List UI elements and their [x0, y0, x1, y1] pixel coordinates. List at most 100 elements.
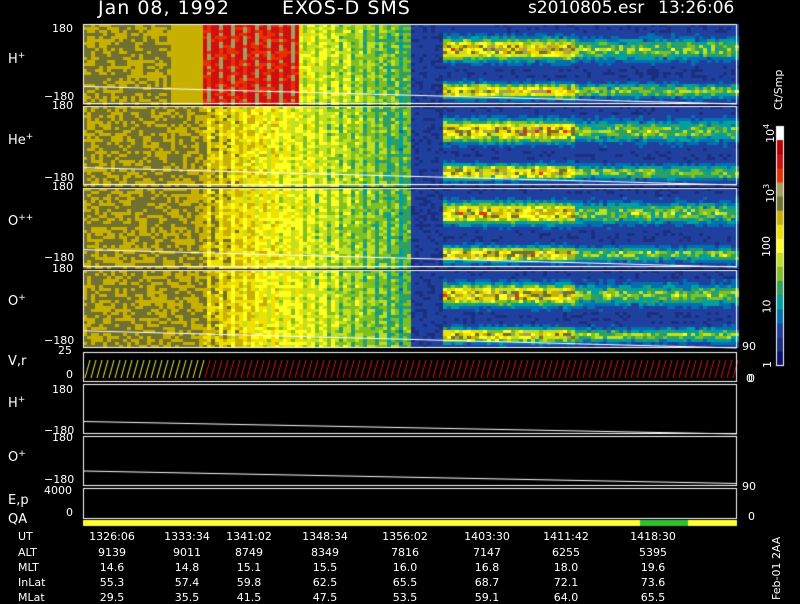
orbit-cell: 1341:02 [226, 530, 272, 543]
orbit-cell: 8749 [235, 546, 263, 559]
panel1-ymin: −180 [44, 90, 75, 103]
lower-o-plus-label: O+ [8, 449, 26, 465]
panel4-ymax: 180 [52, 262, 73, 275]
vr-label: V,r [8, 354, 27, 369]
header-date: Jan 08, 1992 [98, 0, 230, 19]
orbit-cell: 16.8 [474, 561, 500, 574]
orbit-cell: 15.1 [236, 561, 262, 574]
panel-label-main: H [8, 52, 18, 67]
lower-o-ymin: −180 [44, 473, 75, 486]
panel-label-main: O [8, 450, 19, 465]
side-note: Feb-01 2AA [770, 536, 783, 600]
panel3-ymin: −180 [44, 251, 75, 264]
orbit-cell: 18.0 [553, 561, 579, 574]
colorbar-tick-1: 1 [761, 361, 774, 368]
panel-label-sup: + [17, 395, 26, 405]
orbit-cell: 15.5 [312, 561, 338, 574]
orbit-cell: 14.8 [174, 561, 200, 574]
orbit-cell: 35.5 [174, 591, 200, 604]
orbit-cell: 57.4 [174, 576, 200, 589]
header-time: 13:26:06 [658, 0, 735, 18]
orbit-cell: 29.5 [99, 591, 125, 604]
panel-label-h-plus: H+ [8, 51, 26, 67]
orbit-cell: 65.5 [392, 576, 418, 589]
colorbar-tick-100: 100 [760, 236, 773, 257]
colorbar-tick-base: 10 [763, 128, 777, 143]
orbit-cell: 1418:30 [630, 530, 676, 543]
orbit-row-label: ALT [18, 546, 37, 559]
orbit-cell: 7147 [473, 546, 501, 559]
colorbar-tick-10-4: 104 [762, 124, 777, 143]
orbit-cell: 16.0 [392, 561, 418, 574]
orbit-cell: 14.6 [99, 561, 125, 574]
orbit-row-label: InLat [18, 576, 46, 589]
colorbar-tick-10: 10 [760, 299, 774, 314]
orbit-cell: 9011 [173, 546, 201, 559]
panel-label-sup: ++ [18, 213, 34, 223]
qa-right: 0 [748, 510, 755, 523]
panel-label-sup: + [18, 449, 26, 459]
panel-label-sup: + [18, 293, 26, 303]
header-instrument: EXOS-D SMS [282, 0, 411, 19]
colorbar-tick-exp: 4 [762, 123, 772, 129]
orbit-cell: 41.5 [236, 591, 262, 604]
orbit-cell: 1333:34 [164, 530, 210, 543]
ep-ymax: 4000 [44, 484, 72, 497]
orbit-cell: 62.5 [312, 576, 338, 589]
vr-right-top: 90 [742, 340, 756, 353]
orbit-cell: 72.1 [553, 576, 579, 589]
panel-label-main: O [8, 214, 19, 229]
orbit-cell: 1356:02 [382, 530, 428, 543]
orbit-cell: 47.5 [312, 591, 338, 604]
ep-right-top: 90 [742, 480, 756, 493]
panel-label-he-plus: He+ [8, 132, 34, 148]
orbit-cell: 6255 [552, 546, 580, 559]
panel-label-sup: + [17, 51, 26, 61]
colorbar-tick-exp: 3 [762, 183, 772, 189]
colorbar-tick-base: 10 [763, 188, 777, 203]
lower-h-ymax: 180 [52, 383, 73, 396]
orbit-row-label: MLat [18, 591, 45, 604]
panel2-ymin: −180 [44, 171, 75, 184]
lower-h-ymin: −180 [44, 424, 75, 437]
vr-ymin: 0 [66, 368, 73, 381]
orbit-cell: 7816 [391, 546, 419, 559]
qa-label: QA [8, 512, 28, 527]
lower-h-plus-label: H+ [8, 395, 26, 411]
colorbar-unit: Ct/Smp [772, 69, 785, 110]
vr-ymax: 25 [58, 344, 72, 357]
panel-label-sup: + [25, 132, 34, 142]
panel-label-o-plus: O+ [8, 293, 26, 309]
orbit-cell: 1403:30 [464, 530, 510, 543]
panel-label-main: O [8, 294, 19, 309]
orbit-cell: 19.6 [640, 561, 666, 574]
panel-label-main: He [8, 133, 26, 148]
ep-ymin: 0 [66, 506, 73, 519]
header-file: s2010805.esr [528, 0, 645, 18]
orbit-cell: 64.0 [553, 591, 579, 604]
orbit-row-label: MLT [18, 561, 39, 574]
orbit-cell: 9139 [98, 546, 126, 559]
ep-label: E,p [8, 493, 29, 508]
orbit-cell: 5395 [639, 546, 667, 559]
panel-label-o-plus-plus: O++ [8, 213, 34, 229]
panel1-ymax: 180 [52, 22, 73, 35]
orbit-cell: 8349 [311, 546, 339, 559]
colorbar-tick-10-3: 103 [762, 184, 777, 203]
orbit-cell: 68.7 [474, 576, 500, 589]
orbit-cell: 1348:34 [302, 530, 348, 543]
orbit-cell: 53.5 [392, 591, 418, 604]
orbit-cell: 59.1 [474, 591, 500, 604]
orbit-cell: 1326:06 [89, 530, 135, 543]
orbit-cell: 73.6 [640, 576, 666, 589]
orbit-cell: 59.8 [236, 576, 262, 589]
panel3-ymax: 180 [52, 180, 73, 193]
panel4-ymin: −180 [44, 334, 75, 347]
orbit-row-label: UT [18, 530, 33, 543]
panel-label-main: H [8, 396, 18, 411]
lower-o-ymax: 180 [52, 431, 73, 444]
colorbar-bottom-label: 0 [746, 372, 753, 385]
orbit-cell: 1411:42 [543, 530, 589, 543]
orbit-cell: 55.3 [99, 576, 125, 589]
